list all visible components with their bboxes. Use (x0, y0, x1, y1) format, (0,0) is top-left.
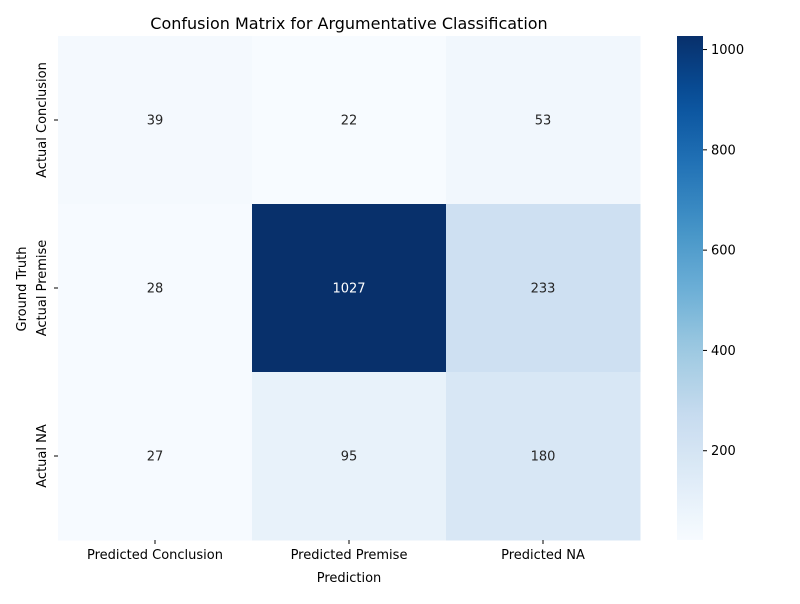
x-tick-label: Predicted NA (501, 548, 585, 563)
cell-label-0-0: 39 (147, 114, 164, 129)
cell-label-1-0: 28 (147, 282, 164, 297)
cell-label-0-1: 22 (341, 114, 358, 129)
heatmap-cells (58, 36, 641, 541)
y-tick-label: Actual NA (35, 424, 50, 488)
cell-label-2-1: 95 (341, 450, 358, 465)
colorbar-gradient (677, 36, 703, 540)
x-tick-label: Predicted Premise (291, 548, 408, 563)
colorbar-tick-label: 800 (711, 143, 736, 158)
x-axis-ticks: Predicted Conclusion Predicted Premise Pre… (87, 540, 585, 563)
chart-title: Confusion Matrix for Argumentative Class… (150, 14, 547, 33)
colorbar-tick-label: 400 (711, 344, 736, 359)
cell-label-1-2: 233 (531, 282, 556, 297)
heatmap-annotations: 39 22 53 28 1027 233 27 95 180 (147, 114, 556, 465)
y-tick-label: Actual Conclusion (35, 62, 50, 178)
colorbar-tick-label: 1000 (711, 43, 744, 58)
x-axis-label: Prediction (317, 571, 382, 586)
y-tick-label: Actual Premise (35, 240, 50, 337)
cell-2-0 (58, 372, 253, 541)
cell-2-2 (446, 372, 641, 541)
cell-label-0-2: 53 (535, 114, 552, 129)
colorbar-tick-label: 200 (711, 444, 736, 459)
cell-0-2 (446, 36, 641, 205)
y-axis-ticks: Actual Conclusion Actual Premise Actual NA (35, 62, 58, 488)
y-axis-label: Ground Truth (15, 247, 30, 332)
cell-label-2-0: 27 (147, 450, 164, 465)
cell-1-1 (252, 204, 447, 373)
cell-0-1 (252, 36, 447, 205)
cell-2-1 (252, 372, 447, 541)
cell-0-0 (58, 36, 253, 205)
cell-label-2-2: 180 (531, 450, 556, 465)
cell-1-2 (446, 204, 641, 373)
x-tick-label: Predicted Conclusion (87, 548, 223, 563)
colorbar-tick-label: 600 (711, 244, 736, 259)
cell-1-0 (58, 204, 253, 373)
cell-label-1-1: 1027 (332, 282, 365, 297)
colorbar: 200 400 600 800 1000 (677, 36, 744, 540)
